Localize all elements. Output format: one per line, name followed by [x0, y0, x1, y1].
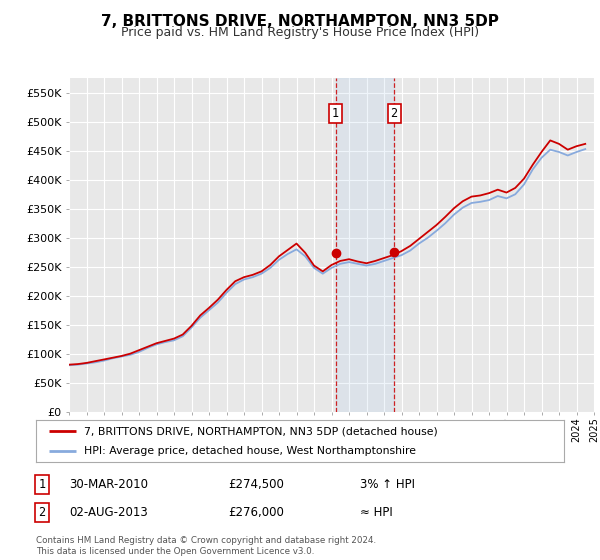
Text: 1: 1: [332, 107, 339, 120]
Text: 2: 2: [38, 506, 46, 519]
Text: Price paid vs. HM Land Registry's House Price Index (HPI): Price paid vs. HM Land Registry's House …: [121, 26, 479, 39]
Text: ≈ HPI: ≈ HPI: [360, 506, 393, 519]
Text: 7, BRITTONS DRIVE, NORTHAMPTON, NN3 5DP (detached house): 7, BRITTONS DRIVE, NORTHAMPTON, NN3 5DP …: [83, 426, 437, 436]
Text: £276,000: £276,000: [228, 506, 284, 519]
Text: £274,500: £274,500: [228, 478, 284, 491]
Text: 02-AUG-2013: 02-AUG-2013: [69, 506, 148, 519]
Text: 1: 1: [38, 478, 46, 491]
Text: 3% ↑ HPI: 3% ↑ HPI: [360, 478, 415, 491]
Text: 2: 2: [391, 107, 398, 120]
Bar: [335, 78, 394, 412]
Text: Contains HM Land Registry data © Crown copyright and database right 2024.
This d: Contains HM Land Registry data © Crown c…: [36, 536, 376, 556]
Text: 30-MAR-2010: 30-MAR-2010: [69, 478, 148, 491]
Text: HPI: Average price, detached house, West Northamptonshire: HPI: Average price, detached house, West…: [83, 446, 416, 456]
Text: 7, BRITTONS DRIVE, NORTHAMPTON, NN3 5DP: 7, BRITTONS DRIVE, NORTHAMPTON, NN3 5DP: [101, 14, 499, 29]
